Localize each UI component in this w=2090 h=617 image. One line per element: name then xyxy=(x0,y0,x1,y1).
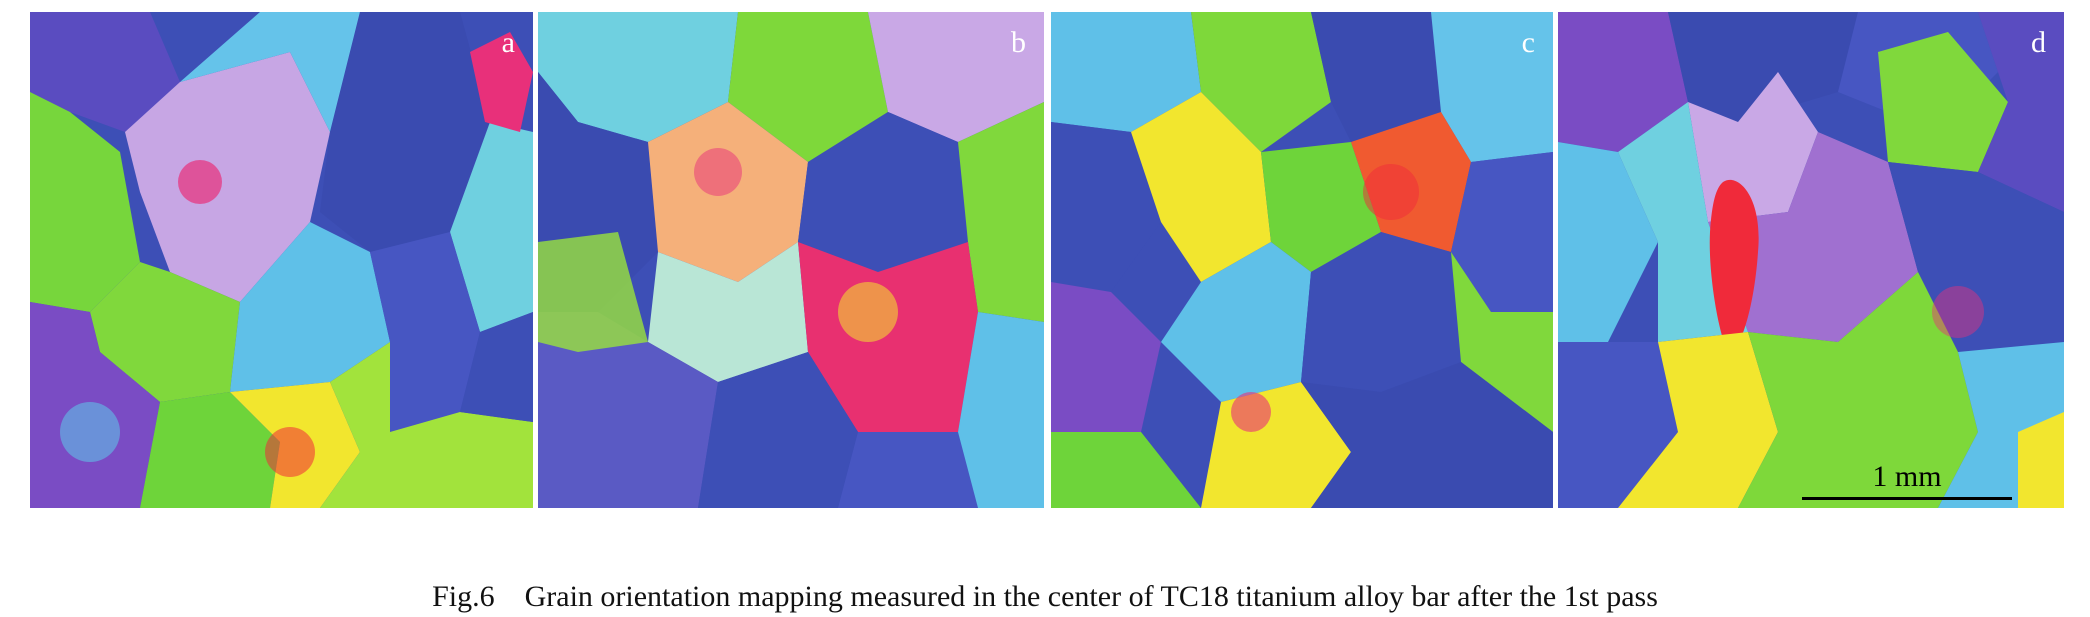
orientation-map-image xyxy=(30,12,533,508)
scale-bar: 1 mm xyxy=(1802,462,2012,502)
scale-bar-line xyxy=(1802,497,2012,500)
ebsd-map-panel-c: c xyxy=(1051,12,1553,508)
panel-label-b: b xyxy=(1011,26,1026,59)
scale-bar-label: 1 mm xyxy=(1872,460,1942,493)
orientation-map-image xyxy=(1051,12,1553,508)
figure-caption: Fig.6 Grain orientation mapping measured… xyxy=(432,580,1658,613)
ebsd-map-panel-b: b xyxy=(538,12,1044,508)
orientation-map-image xyxy=(538,12,1044,508)
panel-label-a: a xyxy=(501,26,515,59)
ebsd-map-panel-a: a xyxy=(30,12,533,508)
panel-label-c: c xyxy=(1521,26,1535,59)
ebsd-map-panel-d: d 1 mm xyxy=(1558,12,2064,508)
orientation-map-image xyxy=(1558,12,2064,508)
panel-label-d: d xyxy=(2031,26,2046,59)
